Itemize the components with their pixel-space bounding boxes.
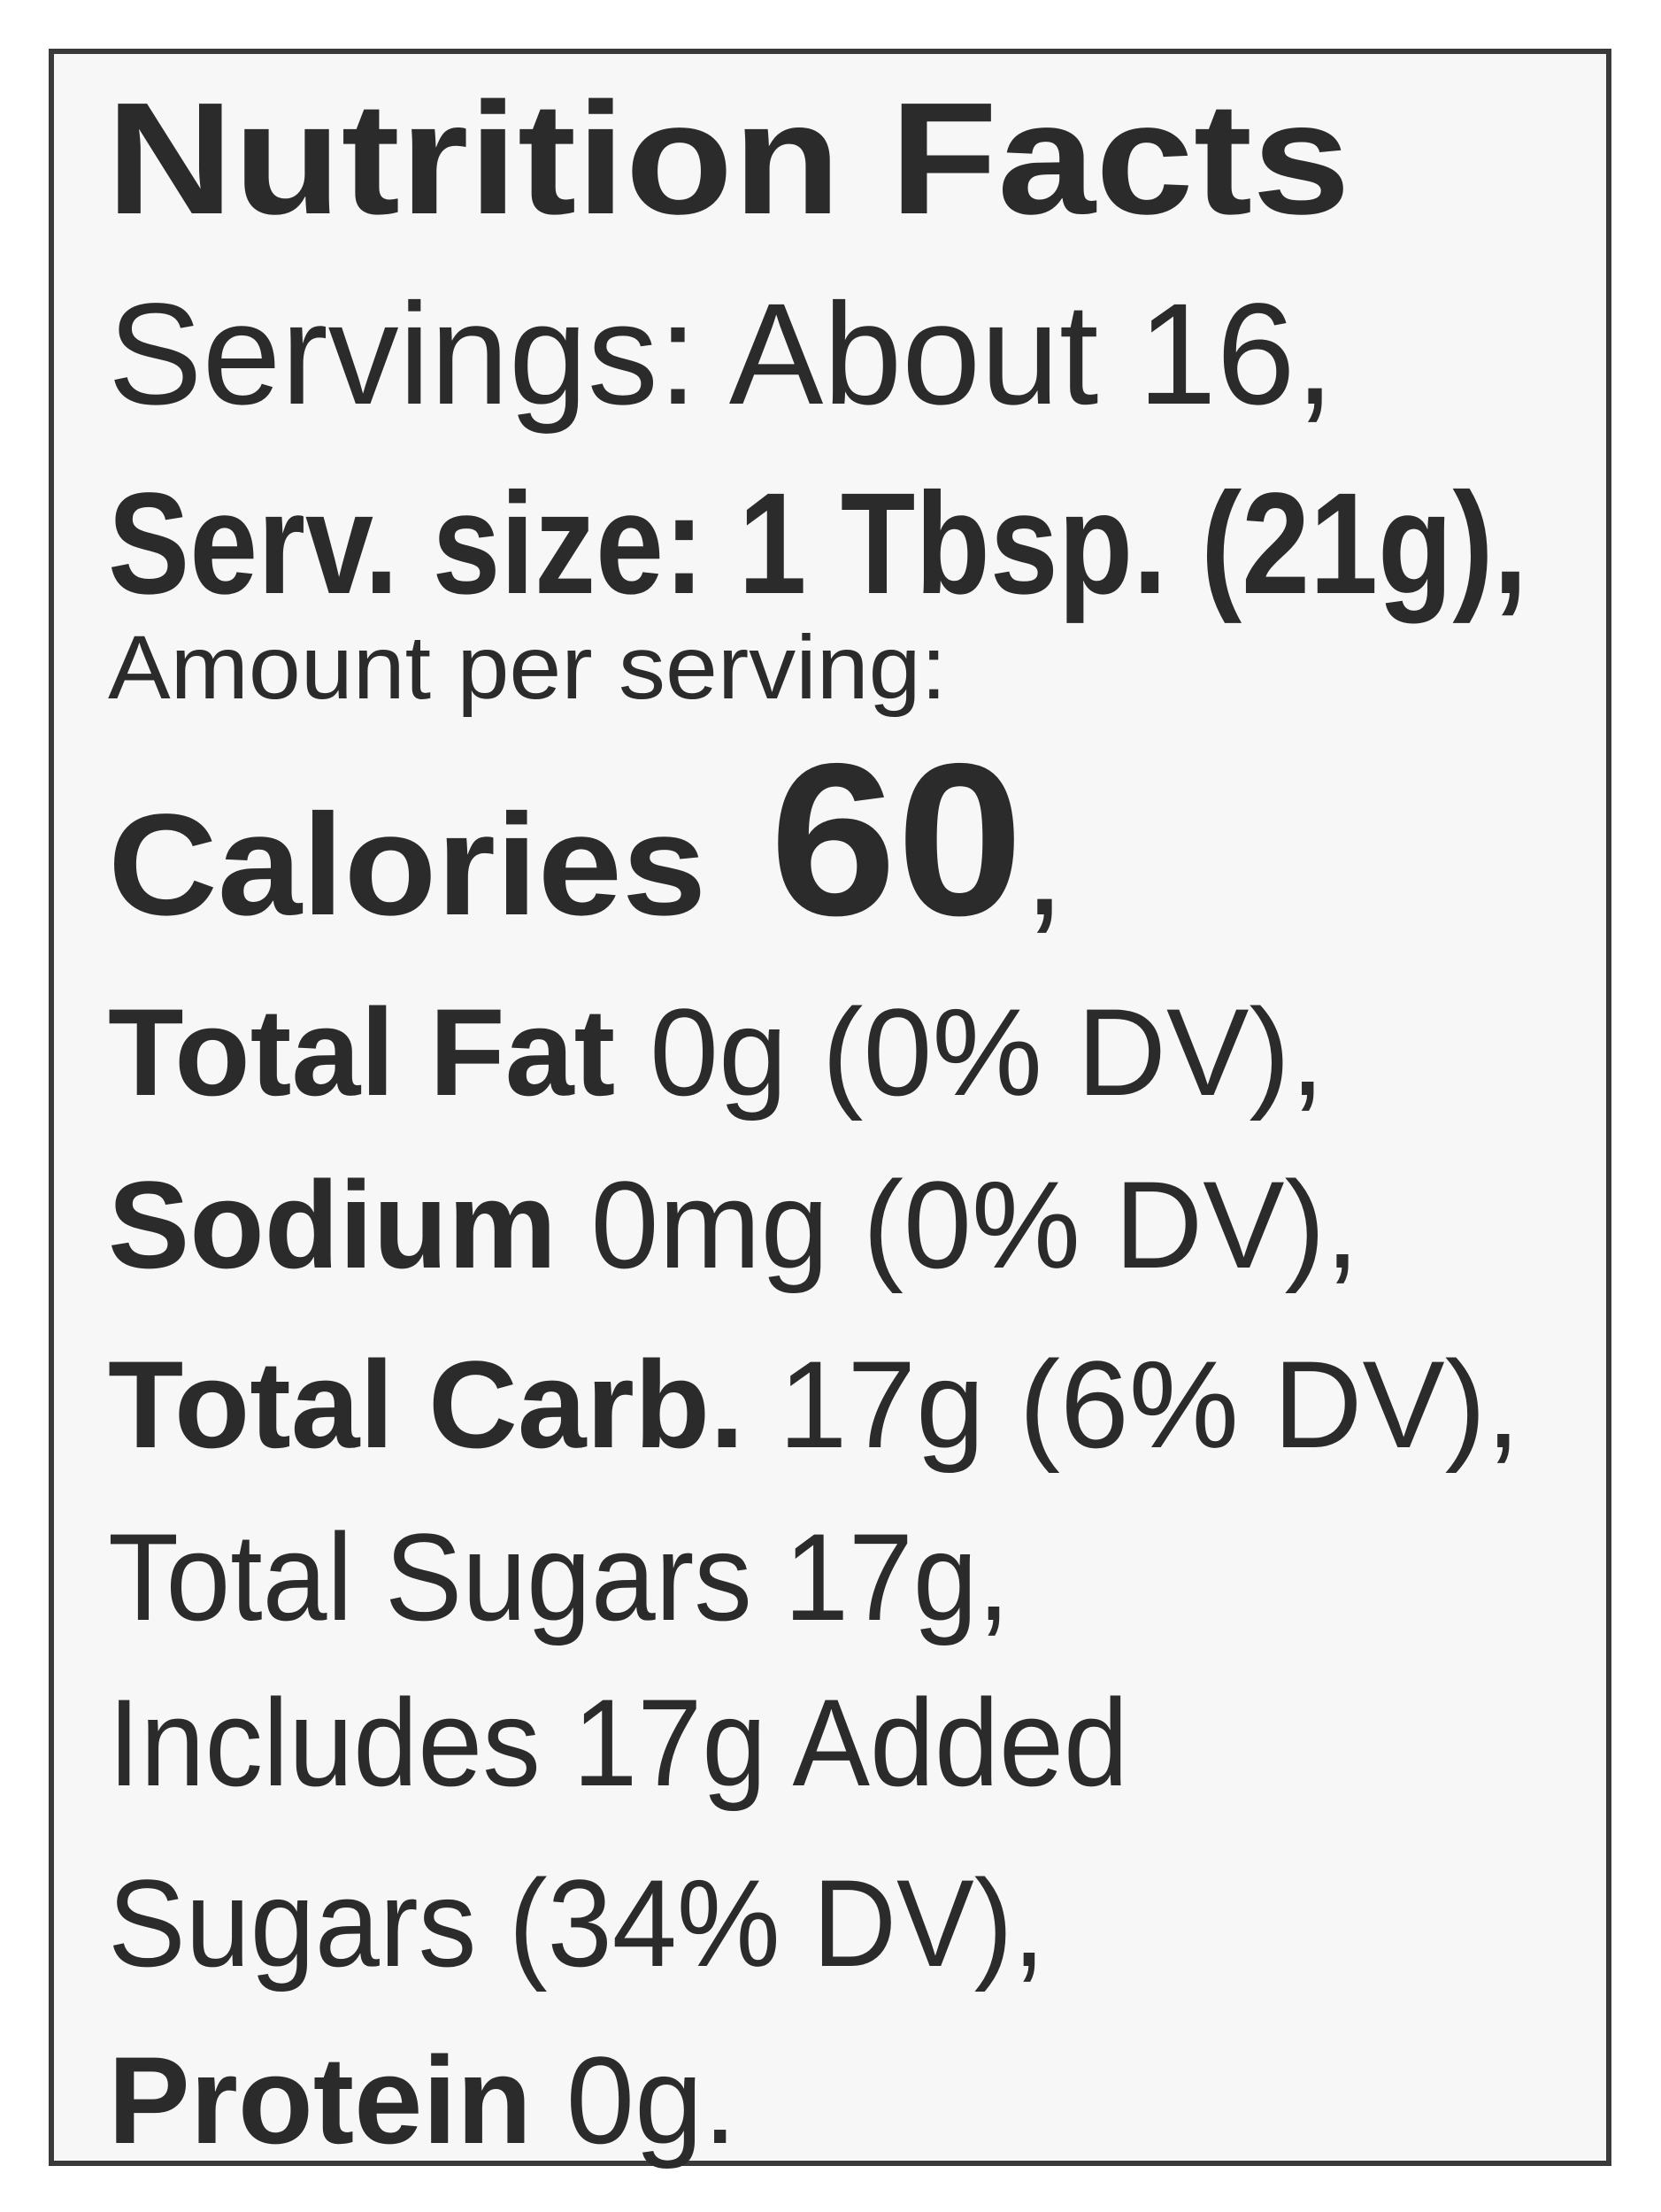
nutrition-line: Sugars (34% DV), — [108, 1854, 1045, 1992]
nutrient-value: 17g (6% DV), — [744, 1335, 1520, 1474]
nutrition-line: Total Sugars 17g, — [108, 1507, 1010, 1646]
nutrition-line: Protein 0g. — [108, 2031, 737, 2170]
nutrient-value: 0g. — [532, 2031, 737, 2170]
nutrient-label: 60 — [706, 718, 1023, 960]
nutrient-label: Total Carb. — [108, 1335, 744, 1474]
nutrient-label: Serv. size: 1 Tbsp. (21g), — [108, 462, 1527, 624]
nutrient-label: Protein — [108, 2031, 532, 2170]
nutrient-label: Sodium — [108, 1155, 557, 1294]
nutrient-label: Calories — [108, 783, 706, 945]
nutrient-value: Servings: About 16, — [108, 273, 1334, 435]
nutrition-line: Calories 60, — [108, 718, 1065, 960]
nutrient-value: Total Sugars 17g, — [108, 1507, 1010, 1646]
nutrient-value: , — [1023, 783, 1065, 945]
nutrition-line: Includes 17g Added — [108, 1673, 1128, 1812]
title: Nutrition Facts — [106, 70, 1350, 248]
nutrition-line: Amount per serving: — [108, 617, 947, 718]
nutrient-value: 0mg (0% DV), — [557, 1155, 1359, 1294]
nutrient-value: Amount per serving: — [108, 617, 947, 718]
nutrient-value: Sugars (34% DV), — [108, 1854, 1045, 1992]
nutrition-line: Total Fat 0g (0% DV), — [108, 983, 1325, 1121]
nutrient-label: Total Fat — [108, 983, 615, 1121]
nutrition-line: Total Carb. 17g (6% DV), — [108, 1335, 1520, 1474]
nutrition-line: Sodium 0mg (0% DV), — [108, 1155, 1359, 1294]
nutrient-value: 0g (0% DV), — [615, 983, 1325, 1121]
nutrient-value: Includes 17g Added — [108, 1673, 1128, 1812]
nutrition-line: Serv. size: 1 Tbsp. (21g), — [108, 462, 1527, 624]
label-border — [49, 49, 1611, 2166]
nutrition-line: Servings: About 16, — [108, 273, 1334, 435]
